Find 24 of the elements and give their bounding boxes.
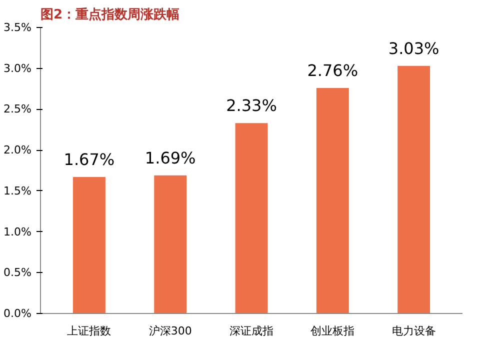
data-label: 2.76% xyxy=(307,60,358,80)
y-tick-label: 3.0% xyxy=(4,62,32,75)
x-tick-label: 上证指数 xyxy=(67,324,112,338)
bar xyxy=(72,177,106,314)
x-tick-label: 沪深300 xyxy=(148,324,192,338)
x-tick-label: 电力设备 xyxy=(392,324,436,338)
data-label: 2.33% xyxy=(226,96,277,116)
bar xyxy=(398,66,430,314)
data-label: 1.67% xyxy=(64,150,115,170)
x-tick-label: 创业板指 xyxy=(310,324,355,338)
bar xyxy=(316,88,349,314)
y-tick-label: 3.5% xyxy=(4,21,32,34)
data-label: 1.69% xyxy=(144,148,196,168)
y-tick-label: 0.5% xyxy=(4,266,32,280)
bar xyxy=(154,175,187,314)
y-tick-label: 2.0% xyxy=(4,144,32,157)
data-label: 3.03% xyxy=(388,38,440,58)
x-tick-label: 深证成指 xyxy=(230,324,274,338)
y-tick-label: 1.5% xyxy=(4,184,32,198)
chart-title: 图2：重点指数周涨跌幅 xyxy=(40,6,180,22)
y-tick-label: 0.0% xyxy=(4,307,32,320)
y-tick-label: 1.0% xyxy=(4,225,32,238)
y-tick-label: 2.5% xyxy=(4,102,32,116)
bar xyxy=(235,123,268,314)
